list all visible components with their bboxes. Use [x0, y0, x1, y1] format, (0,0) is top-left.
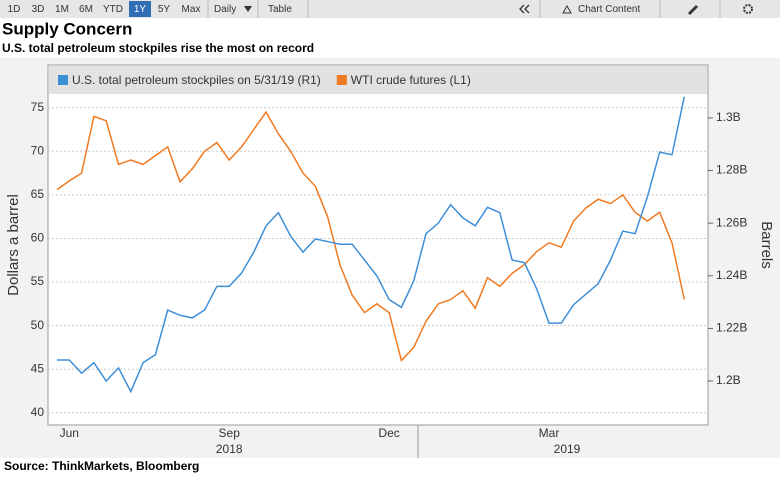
- x-tick-label: Jun: [60, 426, 79, 440]
- range-button[interactable]: 1D: [8, 4, 21, 15]
- y-tick-label: 60: [31, 231, 45, 245]
- chart-title: Supply Concern: [2, 19, 132, 38]
- chart-subtitle: U.S. total petroleum stockpiles rise the…: [2, 41, 314, 55]
- y2-tick-label: 1.3B: [716, 110, 741, 124]
- legend-swatch: [336, 75, 347, 85]
- range-button[interactable]: 6M: [79, 4, 93, 15]
- range-button[interactable]: YTD: [103, 4, 123, 15]
- y2-tick-label: 1.26B: [716, 215, 747, 229]
- y2-tick-label: 1.22B: [716, 321, 747, 335]
- y-axis-label: Dollars a barrel: [5, 194, 22, 296]
- year-label: 2018: [216, 442, 243, 456]
- legend-box: [49, 66, 707, 94]
- y-tick-label: 40: [31, 405, 45, 419]
- range-button[interactable]: 5Y: [158, 4, 171, 15]
- collapse-icon[interactable]: [524, 4, 530, 14]
- dropdown-arrow: [244, 6, 252, 12]
- toolbar: [0, 0, 780, 18]
- legend-label: U.S. total petroleum stockpiles on 5/31/…: [72, 73, 321, 87]
- range-button[interactable]: 1M: [55, 4, 69, 15]
- y-tick-label: 50: [31, 318, 45, 332]
- range-button[interactable]: 1Y: [134, 4, 147, 15]
- frequency-select[interactable]: Daily: [214, 4, 236, 15]
- y-tick-label: 45: [31, 361, 45, 375]
- range-active: [129, 1, 151, 17]
- x-tick-label: Sep: [219, 426, 241, 440]
- collapse-icon[interactable]: [519, 4, 525, 14]
- source: Source: ThinkMarkets, Bloomberg: [4, 459, 199, 473]
- y2-tick-label: 1.2B: [716, 373, 741, 387]
- chart-content-icon: [562, 4, 572, 14]
- x-tick-label: Mar: [539, 426, 560, 440]
- y-tick-label: 55: [31, 274, 45, 288]
- x-tick-label: Dec: [378, 426, 399, 440]
- legend-label: WTI crude futures (L1): [351, 73, 471, 87]
- series-line: [57, 96, 686, 394]
- y-tick-label: 75: [31, 100, 45, 114]
- legend-swatch: [58, 75, 68, 85]
- y-tick-label: 65: [31, 187, 45, 201]
- year-label: 2019: [554, 442, 581, 456]
- series-line: [56, 110, 686, 363]
- chart-content-button[interactable]: Chart Content: [578, 4, 640, 15]
- plot-area: [47, 64, 709, 426]
- y2-tick-label: 1.24B: [716, 268, 747, 282]
- edit-icon[interactable]: [688, 5, 698, 15]
- y-tick-label: 70: [31, 143, 45, 157]
- y2-axis-label: Barrels: [758, 221, 775, 269]
- y2-tick-label: 1.28B: [716, 163, 747, 177]
- settings-icon[interactable]: [743, 4, 753, 14]
- range-button[interactable]: 3D: [32, 4, 45, 15]
- table-button[interactable]: Table: [268, 4, 292, 15]
- range-button[interactable]: Max: [182, 4, 201, 15]
